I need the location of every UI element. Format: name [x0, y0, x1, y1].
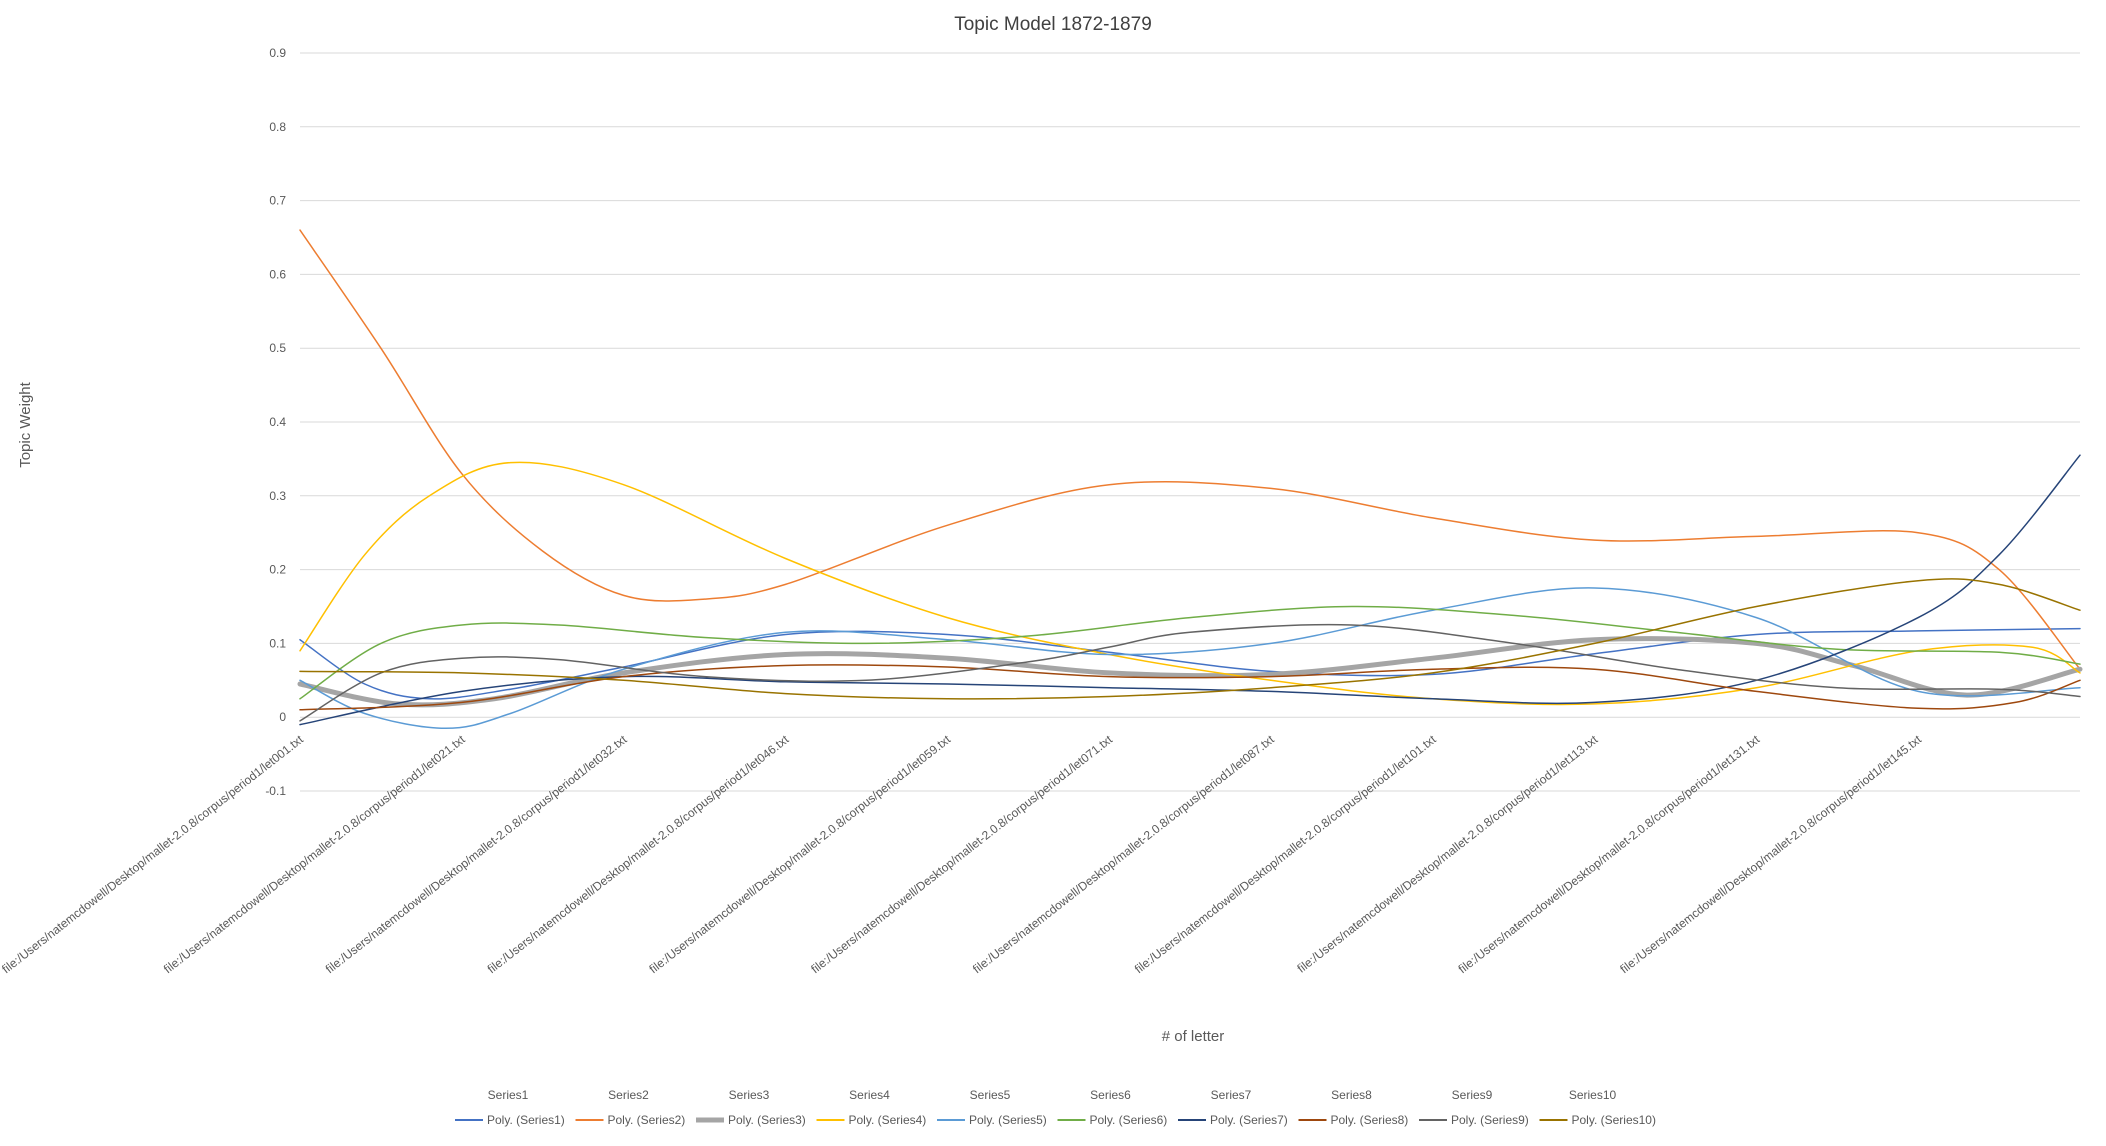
x-tick-label: file:/Users/natemcdowell/Desktop/mallet-… [1132, 732, 1439, 976]
trendline-series-5 [299, 587, 2081, 730]
legend-series-label: Series7 [1211, 1088, 1252, 1102]
x-tick-label: file:/Users/natemcdowell/Desktop/mallet-… [1294, 732, 1600, 976]
x-tick-label: file:/Users/natemcdowell/Desktop/mallet-… [1456, 732, 1763, 976]
legend-series-label: Series10 [1569, 1088, 1617, 1102]
y-tick-label: 0.1 [269, 636, 286, 650]
x-tick-label: file:/Users/natemcdowell/Desktop/mallet-… [1617, 732, 1924, 976]
y-tick-label: 0.6 [269, 267, 286, 281]
y-tick-label: -0.1 [265, 784, 286, 798]
x-tick-labels: file:/Users/natemcdowell/Desktop/mallet-… [0, 732, 1925, 976]
x-tick-label: file:/Users/natemcdowell/Desktop/mallet-… [485, 732, 792, 976]
y-tick-labels: 0.9 0.8 0.7 0.6 0.5 0.4 0.3 0.2 0.1 0 -0.1 [265, 46, 286, 798]
legend-trendline-label: Poly. (Series2) [608, 1113, 686, 1127]
legend-trendline-label: Poly. (Series10) [1572, 1113, 1656, 1127]
y-tick-label: 0 [279, 710, 286, 724]
trendline-series-6 [299, 605, 2081, 700]
legend-trendline-label: Poly. (Series8) [1331, 1113, 1409, 1127]
trendline-series-3 [297, 636, 2083, 708]
legend-trendline-label: Poly. (Series3) [728, 1113, 806, 1127]
legend-trendline-label: Poly. (Series5) [969, 1113, 1047, 1127]
x-tick-label: file:/Users/natemcdowell/Desktop/mallet-… [161, 732, 468, 976]
trendline-series-1 [299, 627, 2081, 700]
trendline-series-8 [299, 664, 2081, 711]
legend-series-label: Series9 [1452, 1088, 1493, 1102]
legend-trendline-label: Poly. (Series1) [487, 1113, 565, 1127]
legend-series-label: Series5 [970, 1088, 1011, 1102]
legend-series-label: Series4 [849, 1088, 890, 1102]
y-tick-label: 0.8 [269, 120, 286, 134]
legend-series-label: Series8 [1331, 1088, 1372, 1102]
y-tick-label: 0.4 [269, 415, 286, 429]
trendline-series-10 [299, 578, 2081, 700]
legend-trendline-label: Poly. (Series7) [1210, 1113, 1288, 1127]
x-tick-label: file:/Users/natemcdowell/Desktop/mallet-… [970, 732, 1277, 976]
x-axis-label: # of letter [1162, 1028, 1225, 1045]
trendline-series [297, 229, 2083, 730]
x-tick-label: file:/Users/natemcdowell/Desktop/mallet-… [0, 732, 306, 976]
x-tick-label: file:/Users/natemcdowell/Desktop/mallet-… [323, 732, 630, 976]
trendline-series-2 [299, 229, 2081, 670]
legend-trendline-label: Poly. (Series6) [1090, 1113, 1168, 1127]
legend-series-label: Series3 [729, 1088, 770, 1102]
x-tick-label: file:/Users/natemcdowell/Desktop/mallet-… [808, 732, 1115, 976]
trendline-series-9 [299, 623, 2081, 722]
gridlines [300, 52, 2080, 792]
legend-series-label: Series6 [1090, 1088, 1131, 1102]
y-tick-label: 0.3 [269, 489, 286, 503]
legend: Series1 Series2 Series3 Series4 Series5 Serie… [455, 1088, 1656, 1127]
legend-trendline-label: Poly. (Series4) [849, 1113, 927, 1127]
y-axis-label: Topic Weight [17, 381, 34, 467]
chart-title: Topic Model 1872-1879 [954, 14, 1152, 35]
legend-series-label: Series1 [488, 1088, 529, 1102]
y-tick-label: 0.2 [269, 563, 286, 577]
y-tick-label: 0.9 [269, 46, 286, 60]
y-tick-label: 0.5 [269, 341, 286, 355]
trendline-series-4 [299, 461, 2081, 706]
x-tick-label: file:/Users/natemcdowell/Desktop/mallet-… [646, 732, 953, 976]
y-tick-label: 0.7 [269, 194, 286, 208]
legend-trendline-label: Poly. (Series9) [1451, 1113, 1529, 1127]
legend-series-label: Series2 [608, 1088, 649, 1102]
